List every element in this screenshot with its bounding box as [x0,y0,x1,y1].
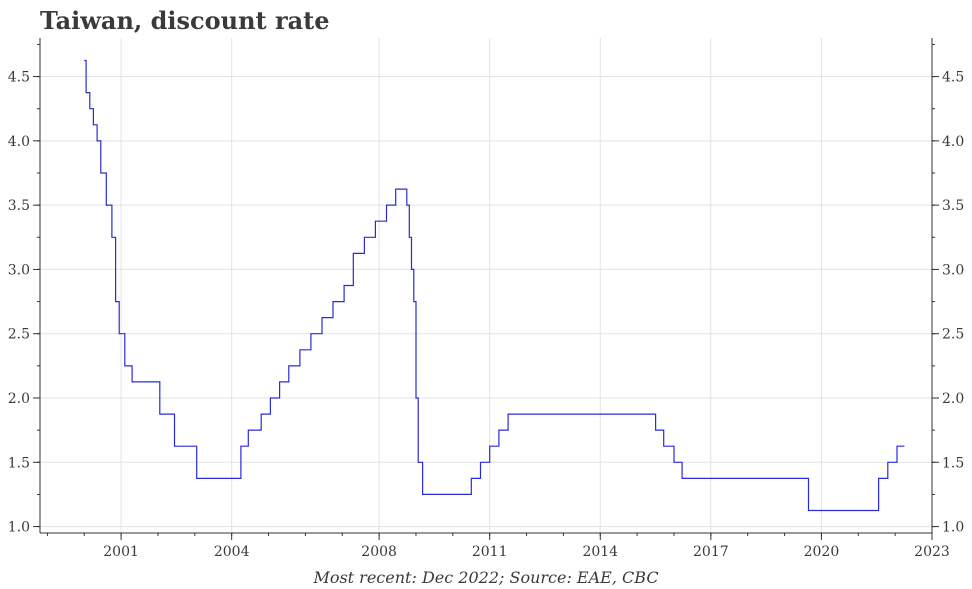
y-tick-label-left: 3.0 [8,262,30,278]
y-tick-label-right: 3.5 [942,198,964,214]
y-tick-label-right: 1.0 [942,520,964,536]
y-tick-label-left: 4.5 [8,70,30,86]
y-tick-label-right: 4.0 [942,134,964,150]
y-tick-label-right: 2.5 [942,327,964,343]
chart-caption: Most recent: Dec 2022; Source: EAE, CBC [312,568,658,587]
x-tick-label: 2023 [914,544,950,560]
y-tick-label-right: 2.0 [942,391,964,407]
series-line [84,59,905,512]
y-tick-label-right: 1.5 [942,455,964,471]
x-tick-label: 2017 [693,544,729,560]
x-tick-label: 2020 [804,544,840,560]
y-tick-label-left: 2.5 [8,327,30,343]
y-tick-label-left: 1.0 [8,520,30,536]
y-tick-label-left: 4.0 [8,134,30,150]
y-tick-label-left: 1.5 [8,455,30,471]
x-tick-label: 2014 [582,544,618,560]
y-tick-label-left: 2.0 [8,391,30,407]
x-tick-label: 2004 [214,544,250,560]
x-tick-label: 2001 [103,544,139,560]
x-tick-label: 2011 [472,544,508,560]
x-tick-label: 2008 [361,544,397,560]
y-tick-label-left: 3.5 [8,198,30,214]
y-tick-label-right: 4.5 [942,70,964,86]
y-tick-label-right: 3.0 [942,262,964,278]
chart-title: Taiwan, discount rate [40,6,330,35]
